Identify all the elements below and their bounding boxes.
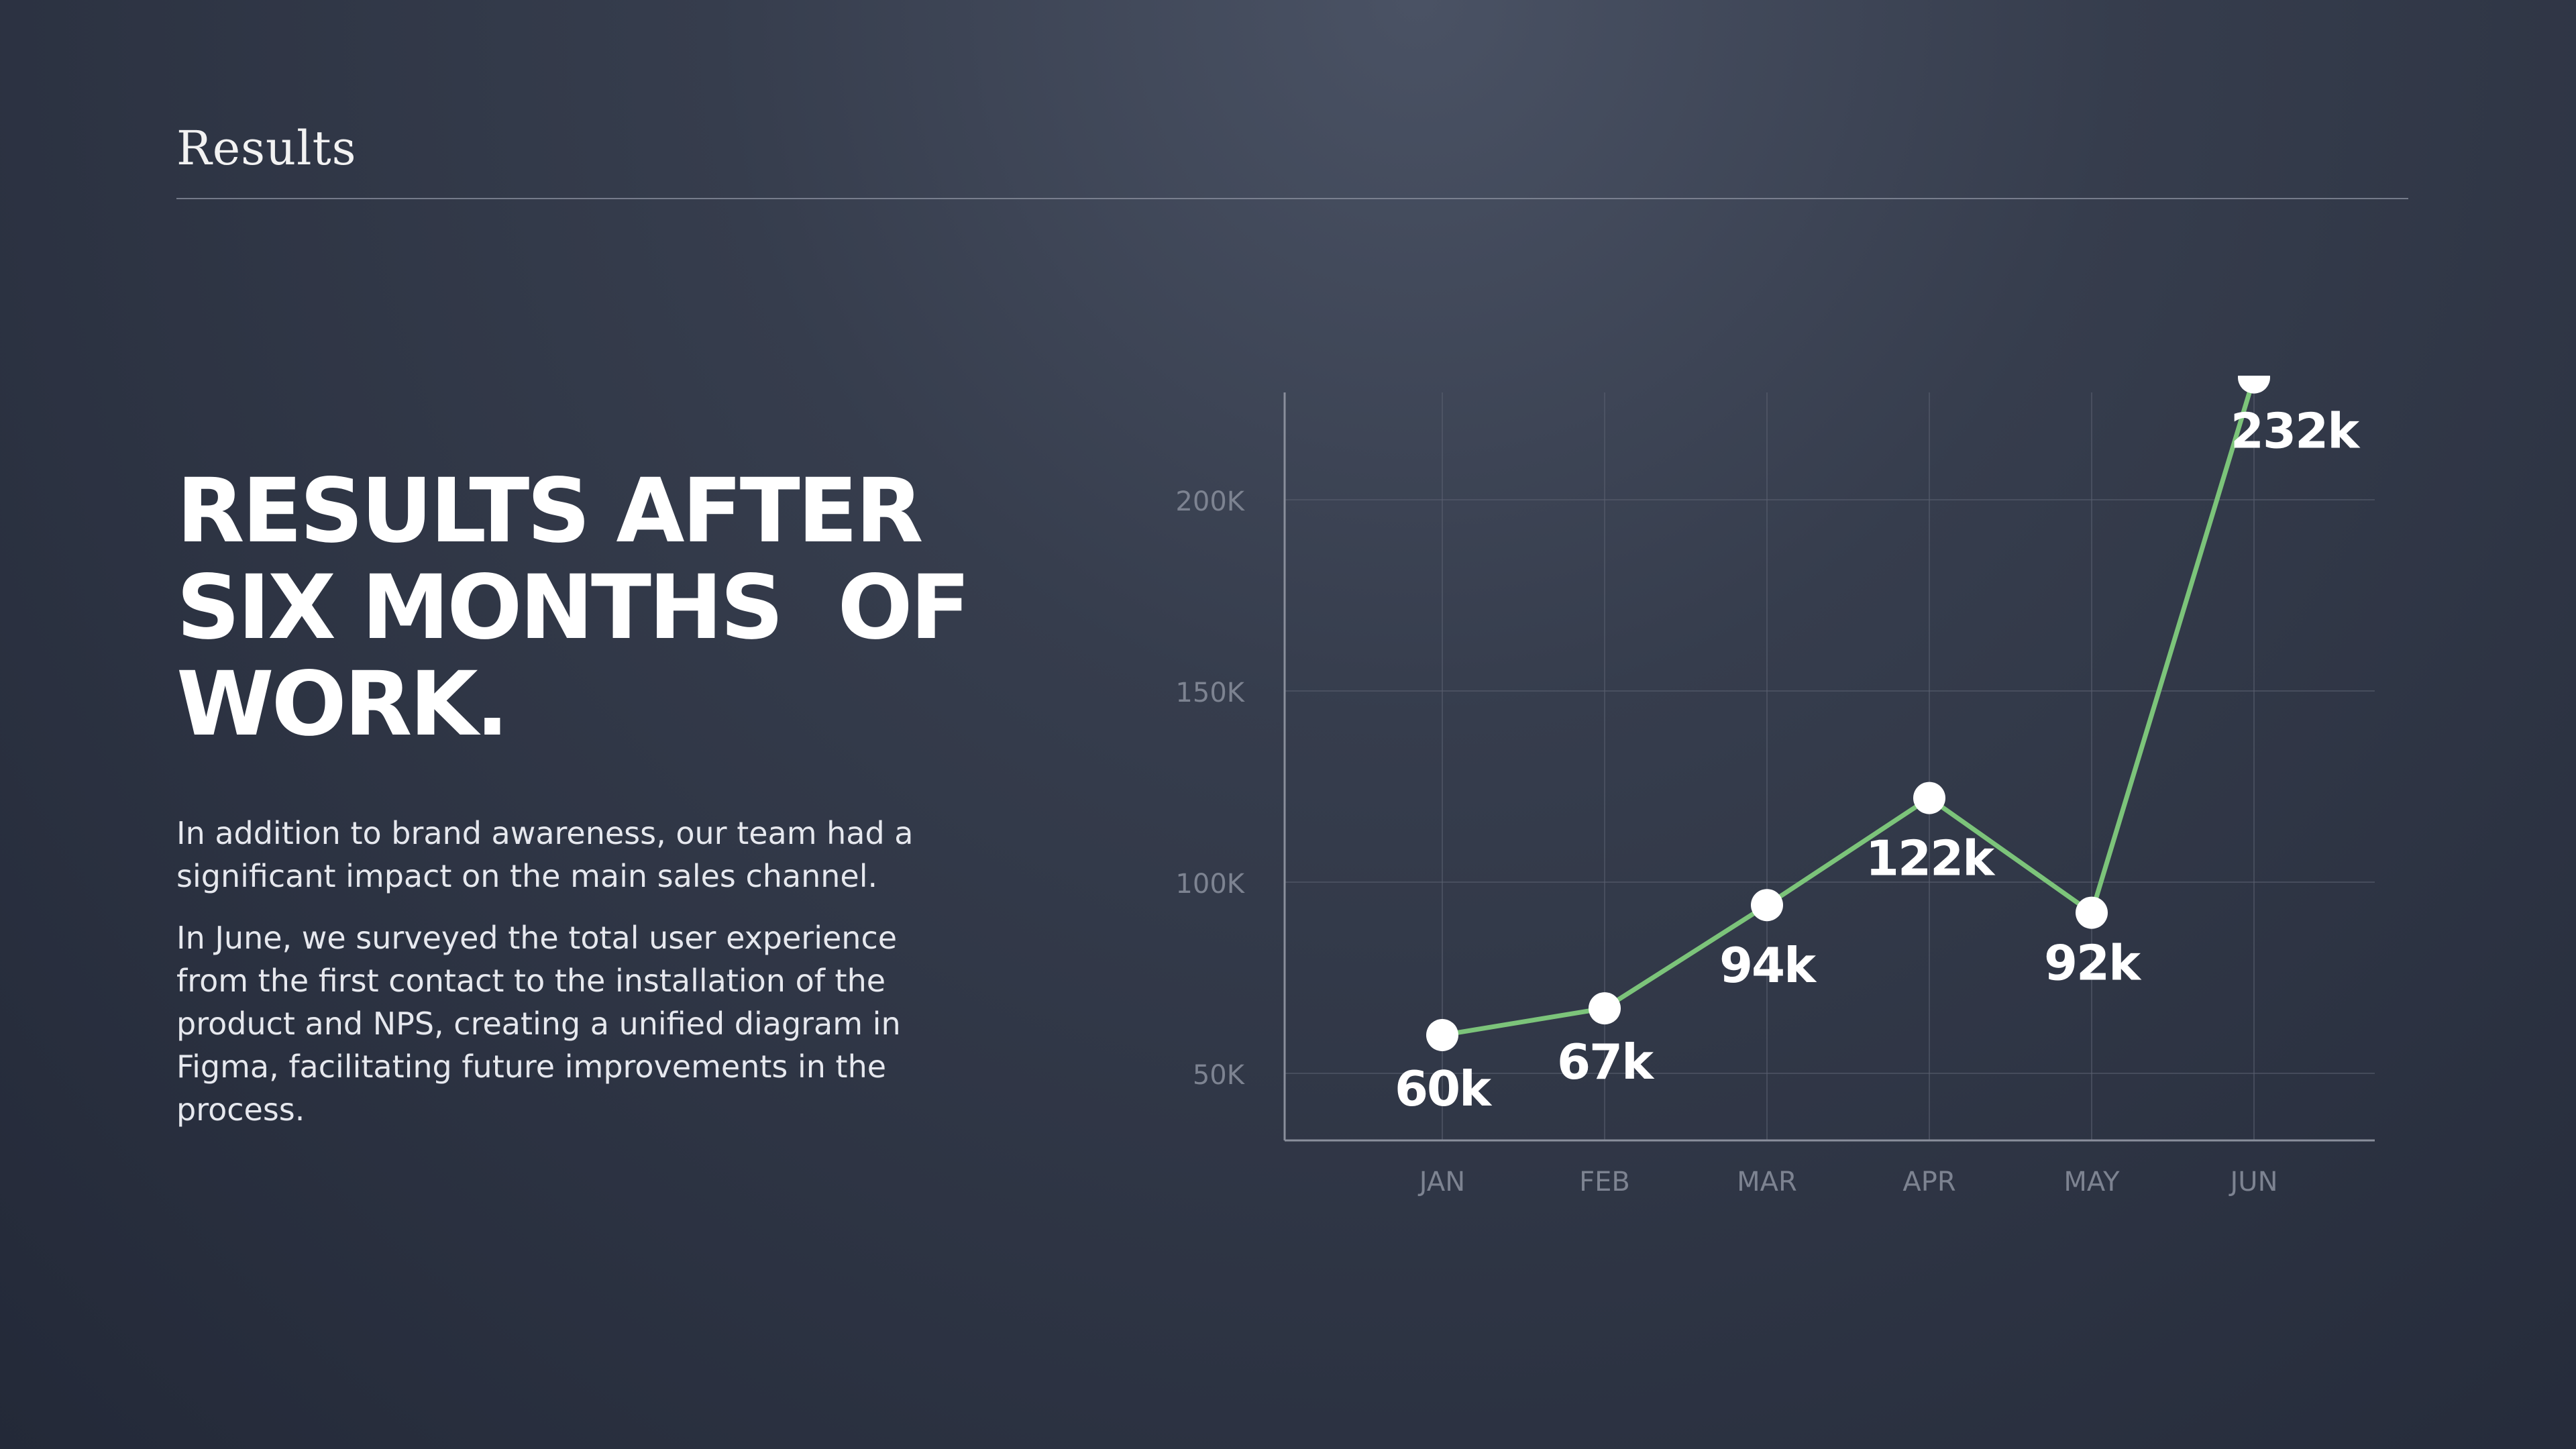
paragraph-2: In June, we surveyed the total user expe… [176,916,975,1131]
headline-line-2: SIX MONTHS OF [176,559,981,656]
y-tick-label-1: 100K [1175,869,1245,900]
headline: RESULTS AFTER SIX MONTHS OF WORK. [176,463,981,753]
line-chart: 50K 100K 150K 200K JAN FEB MAR APR MAY JUN 60k 67k 9… [1127,376,2415,1248]
x-tick-label-5: JUN [2229,1167,2278,1197]
data-label-2: 94k [1719,937,1817,994]
x-tick-label-4: MAY [2063,1167,2120,1197]
y-tick-label-2: 150K [1175,678,1245,708]
data-point-4 [2076,897,2108,929]
data-label-0: 60k [1395,1061,1493,1117]
y-tick-label-3: 200K [1175,486,1245,517]
data-point-2 [1751,889,1783,921]
body-text: In addition to brand awareness, our team… [176,812,975,1150]
headline-line-1: RESULTS AFTER [176,463,981,559]
x-tick-label-3: APR [1902,1167,1955,1197]
header-divider [176,198,2408,199]
data-label-1: 67k [1557,1034,1655,1090]
data-label-5: 232k [2231,403,2361,460]
data-label-4: 92k [2044,935,2142,991]
headline-line-3: WORK. [176,656,981,753]
data-point-3 [1913,782,1945,814]
x-tick-label-1: FEB [1579,1167,1630,1197]
chart-svg: 50K 100K 150K 200K JAN FEB MAR APR MAY JUN 60k 67k 9… [1127,376,2415,1248]
x-tick-label-0: JAN [1417,1167,1465,1197]
x-tick-label-2: MAR [1737,1167,1797,1197]
data-point-0 [1426,1019,1458,1051]
data-point-5 [2238,376,2270,394]
data-label-3: 122k [1866,830,1996,887]
data-point-1 [1589,992,1621,1024]
y-tick-label-0: 50K [1193,1060,1246,1091]
slide-label: Results [176,121,357,176]
paragraph-1: In addition to brand awareness, our team… [176,812,975,898]
